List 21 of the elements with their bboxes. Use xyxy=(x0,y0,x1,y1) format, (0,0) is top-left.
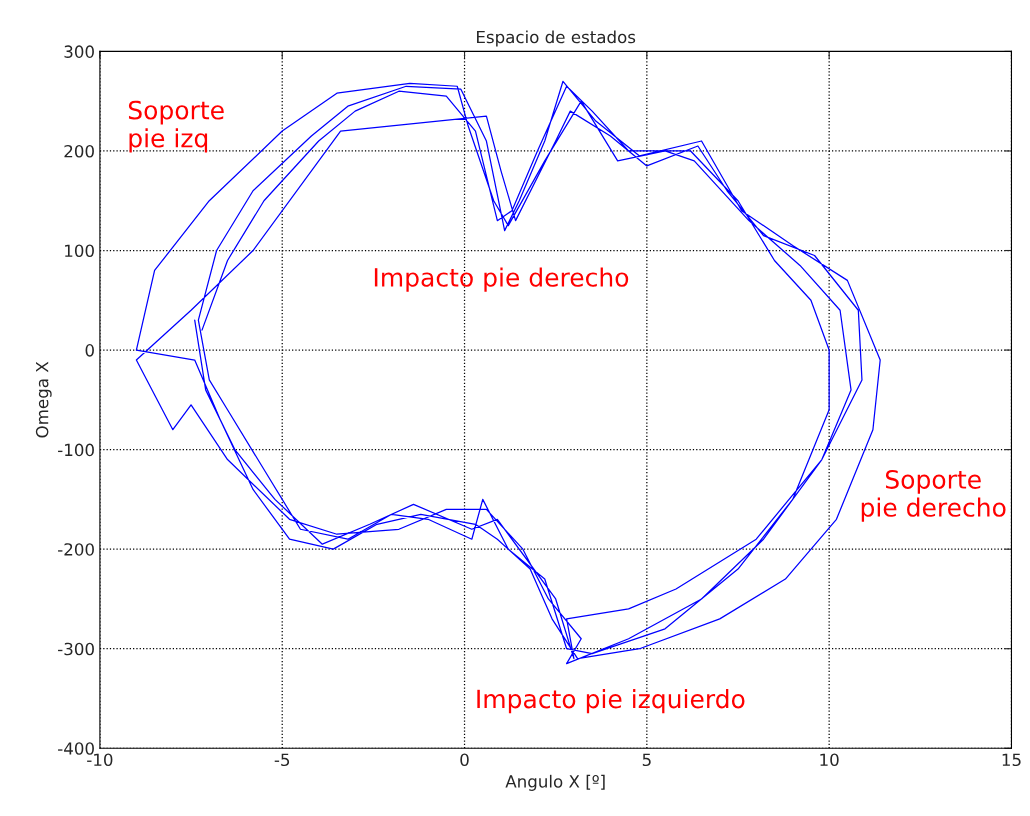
x-tick-label: 0 xyxy=(460,753,469,767)
annotation: Impacto pie derecho xyxy=(374,267,629,292)
x-tick-label: -5 xyxy=(274,753,290,767)
y-tick-label: 300 xyxy=(64,45,94,58)
annotation: Soporte pie derecho xyxy=(861,469,1006,522)
y-tick-label: 200 xyxy=(64,144,94,158)
y-tick-label: -400 xyxy=(58,742,94,755)
x-tick-label: 15 xyxy=(1002,753,1021,767)
y-tick-label: 100 xyxy=(65,244,94,258)
y-tick-label: -200 xyxy=(58,543,94,556)
y-axis-title: Omega X xyxy=(35,361,52,438)
y-tick-label: -300 xyxy=(58,642,94,656)
x-tick-label: 10 xyxy=(820,753,839,767)
x-tick-label: 5 xyxy=(642,753,651,767)
chart-title: Espacio de estados xyxy=(477,30,636,47)
y-tick-label: 0 xyxy=(85,344,94,357)
y-tick-label: -100 xyxy=(58,443,94,457)
annotation: Soporte pie izq xyxy=(128,100,224,153)
x-axis-title: Angulo X [º] xyxy=(505,774,605,791)
x-tick-label: -10 xyxy=(87,753,113,767)
annotation: Impacto pie izquierdo xyxy=(477,689,745,714)
